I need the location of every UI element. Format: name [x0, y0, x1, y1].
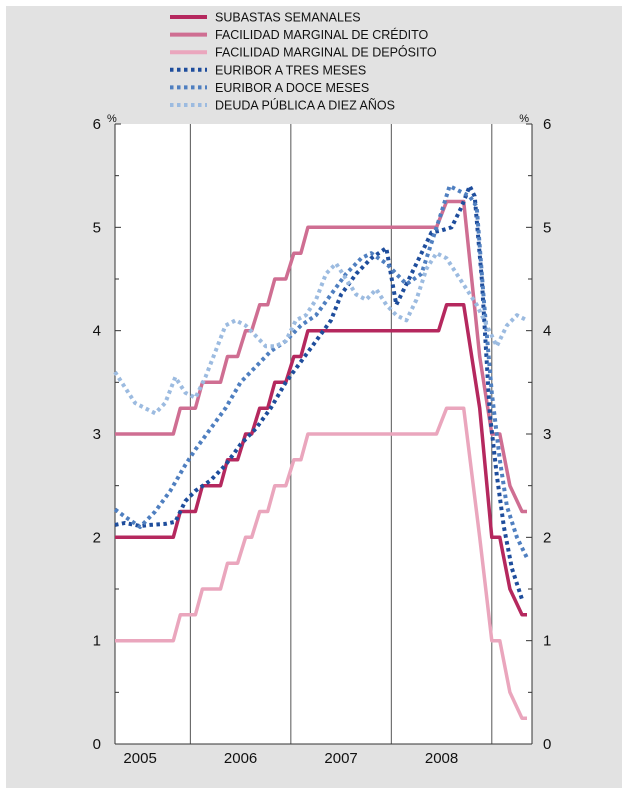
y-tick-label-left: 4 [93, 323, 101, 340]
x-tick-label-2007: 2007 [324, 750, 357, 767]
y-tick-label-left: 0 [93, 736, 101, 753]
series-layer [113, 184, 529, 720]
legend-label-1: FACILIDAD MARGINAL DE CRÉDITO [215, 27, 429, 42]
y-tick-label-right: 0 [543, 736, 551, 753]
series-line-4 [113, 184, 529, 559]
x-tick-label-2008: 2008 [425, 750, 458, 767]
y-tick-label-right: 5 [543, 219, 551, 236]
y-tick-label-right: 2 [543, 529, 551, 546]
series-line-2 [115, 406, 527, 720]
series-line-5 [113, 251, 528, 416]
series-line-1 [115, 199, 527, 514]
x-tick-label-2005: 2005 [123, 750, 156, 767]
left-axis-unit: % [107, 113, 117, 125]
y-tick-label-right: 1 [543, 633, 551, 650]
legend-label-5: DEUDA PÚBLICA A DIEZ AÑOS [215, 98, 395, 113]
x-tick-label-2006: 2006 [224, 750, 257, 767]
legend-label-3: EURIBOR A TRES MESES [215, 63, 366, 77]
legend-label-2: FACILIDAD MARGINAL DE DEPÓSITO [215, 45, 437, 60]
y-tick-label-left: 5 [93, 219, 101, 236]
y-tick-label-left: 2 [93, 529, 101, 546]
y-tick-label-right: 4 [543, 323, 551, 340]
y-tick-label-left: 3 [93, 426, 101, 443]
right-axis-unit: % [519, 113, 529, 125]
legend-label-4: EURIBOR A DOCE MESES [215, 81, 369, 95]
legend-label-0: SUBASTAS SEMANALES [215, 11, 361, 25]
series-line-0 [115, 303, 527, 617]
y-tick-label-left: 1 [93, 633, 101, 650]
y-tick-label-right: 3 [543, 426, 551, 443]
y-tick-label-right: 6 [543, 116, 551, 133]
legend: SUBASTAS SEMANALES FACILIDAD MARGINAL DE … [170, 11, 437, 113]
y-tick-label-left: 6 [93, 116, 101, 133]
